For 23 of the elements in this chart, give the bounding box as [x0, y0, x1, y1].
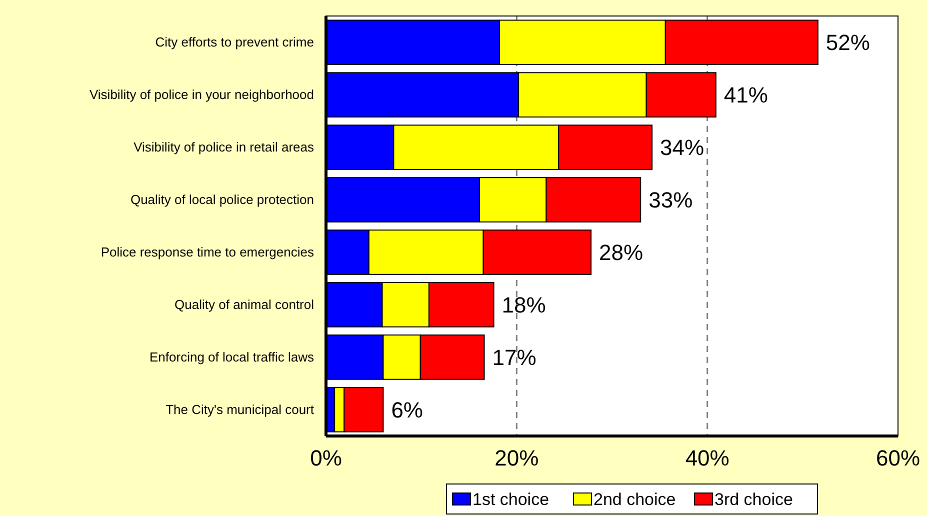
y-tick-label: Quality of animal control: [174, 296, 314, 312]
x-tick-label: 40%: [685, 446, 730, 471]
total-label: 18%: [502, 292, 546, 318]
total-label: 28%: [599, 240, 644, 265]
legend-label: 3rd choice: [714, 490, 793, 509]
legend-label: 2nd choice: [594, 490, 676, 509]
y-tick-label: Police response time to emergencies: [100, 244, 314, 260]
total-label: 41%: [724, 82, 768, 108]
x-tick-label: 60%: [876, 446, 920, 471]
total-label: 52%: [826, 30, 870, 56]
x-tick-label: 20%: [494, 446, 539, 471]
y-tick-label: Visibility of police in retail areas: [134, 139, 314, 154]
y-tick-label: Quality of local police protection: [130, 192, 314, 207]
y-tick-label: The City's municipal court: [166, 402, 314, 417]
y-tick-label: Enforcing of local traffic laws: [150, 349, 314, 364]
total-label: 34%: [660, 135, 704, 160]
total-label: 33%: [648, 187, 693, 212]
y-tick-label: City efforts to prevent crime: [155, 34, 314, 50]
x-tick-label: 0%: [310, 446, 342, 471]
y-tick-label: Visibility of police in your neighborhood: [89, 86, 314, 102]
total-label: 17%: [492, 344, 536, 370]
total-label: 6%: [391, 397, 423, 422]
legend-label: 1st choice: [472, 490, 550, 509]
